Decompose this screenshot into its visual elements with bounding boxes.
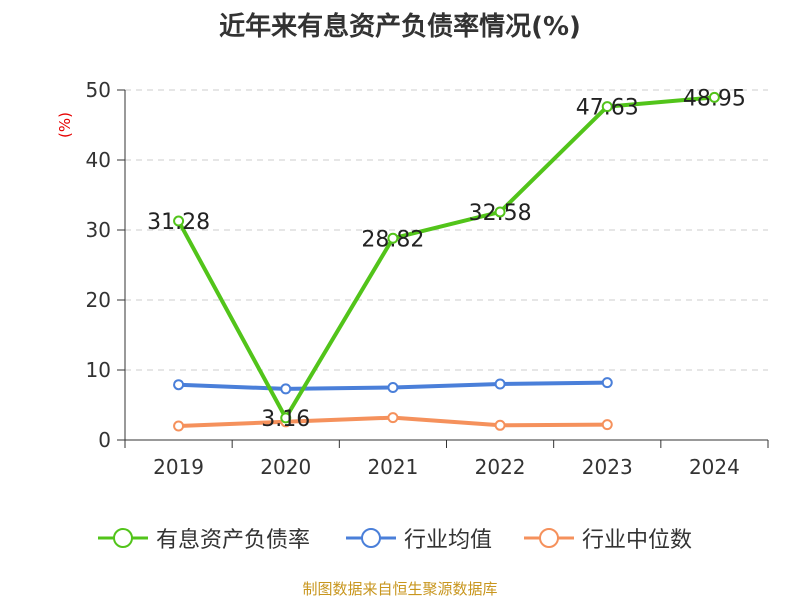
x-tick-label: 2019 (153, 455, 204, 479)
data-label: 3.16 (261, 407, 310, 432)
chart-title: 近年来有息资产负债率情况(%) (219, 12, 581, 42)
y-tick-label: 30 (86, 218, 111, 242)
axes: 0 10 20 30 40 50 2019 2020 2021 2022 2023 2024 (86, 78, 769, 479)
x-tick-label: 2024 (689, 455, 740, 479)
data-label: 28.82 (361, 227, 424, 252)
legend-label: 行业中位数 (582, 528, 693, 553)
data-point (387, 412, 399, 424)
data-point (494, 206, 506, 218)
data-label: 47.63 (576, 96, 639, 121)
legend-label: 行业均值 (404, 528, 493, 553)
y-tick-label: 10 (86, 358, 111, 382)
legend: 有息资产负债率 行业均值 行业中位数 (0, 518, 800, 558)
legend-swatch-circle (361, 528, 381, 548)
series-lines (173, 91, 720, 432)
data-point (173, 420, 185, 432)
data-point (601, 419, 613, 431)
data-labels: 31.28 3.16 28.82 32.58 47.63 48.95 (147, 86, 746, 432)
x-tick-label: 2023 (582, 455, 633, 479)
y-axis-label: (%) (56, 112, 74, 138)
data-point (601, 377, 613, 389)
data-point (601, 101, 613, 113)
y-tick-label: 20 (86, 288, 111, 312)
legend-swatch-circle (539, 528, 559, 548)
x-tick-label: 2020 (260, 455, 311, 479)
data-point (387, 382, 399, 393)
legend-label: 有息资产负债率 (156, 528, 311, 553)
data-point (708, 91, 720, 103)
data-point (173, 379, 185, 391)
legend-swatch-circle (113, 528, 133, 548)
legend-item[interactable]: 行业中位数 (524, 518, 692, 558)
legend-item[interactable]: 有息资产负债率 (98, 518, 310, 558)
grid-lines (125, 89, 768, 371)
y-tick-label: 0 (98, 428, 111, 452)
legend-line-circle-icon (98, 528, 148, 548)
data-point (280, 383, 292, 395)
x-tick-label: 2021 (367, 455, 418, 479)
legend-item[interactable]: 行业均值 (346, 518, 492, 558)
data-point (494, 378, 506, 390)
y-tick-label: 50 (86, 78, 111, 102)
data-label: 48.95 (683, 86, 746, 111)
data-label: 31.28 (147, 210, 210, 235)
data-point (387, 232, 399, 244)
series-line (176, 95, 717, 420)
data-point (280, 412, 292, 424)
y-tick-label: 40 (86, 148, 111, 172)
data-label: 32.58 (469, 201, 532, 226)
source-note: 制图数据来自恒生聚源数据库 (302, 580, 498, 598)
x-tick-label: 2022 (475, 455, 526, 479)
data-point (494, 419, 506, 431)
data-point (173, 215, 185, 227)
legend-line-circle-icon (346, 528, 396, 548)
legend-line-circle-icon (524, 528, 574, 548)
